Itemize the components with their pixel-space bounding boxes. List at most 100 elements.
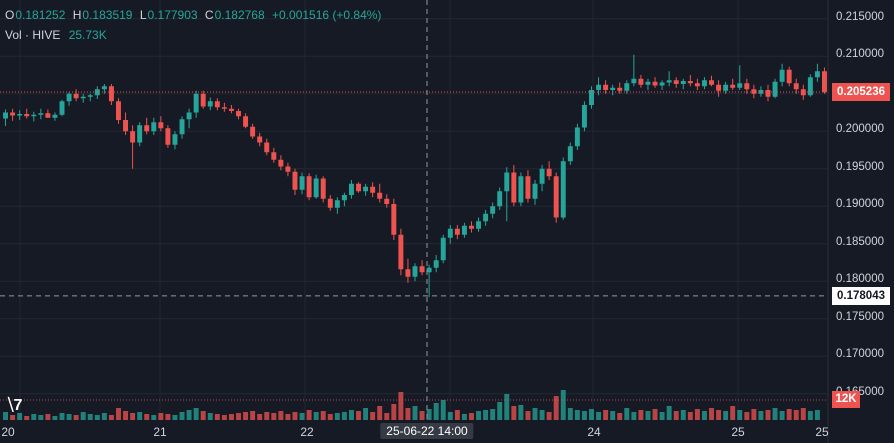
candle-body: [539, 168, 545, 184]
volume-bar: [504, 394, 510, 420]
volume-bar: [596, 412, 602, 420]
volume-bar: [123, 411, 129, 420]
volume-bar: [433, 403, 439, 420]
candle-body: [511, 172, 517, 203]
volume-bar: [469, 413, 474, 420]
volume-bar: [447, 412, 453, 420]
volume-bar: [716, 410, 722, 420]
volume-bar: [758, 411, 764, 420]
price-axis-label: 0.185000: [836, 235, 884, 248]
candle-body: [744, 83, 750, 90]
volume-bar: [765, 410, 771, 420]
price-axis-label: 0.215000: [836, 10, 884, 23]
candle-body: [228, 108, 234, 111]
candle-body: [130, 131, 136, 143]
ohlc-legend: O0.181252 H0.183519 L0.177903 C0.182768 …: [5, 6, 385, 44]
candle-body: [701, 80, 707, 87]
candle-body: [504, 172, 510, 192]
candle-body: [454, 228, 460, 235]
candle-body: [271, 152, 277, 160]
volume-bar: [250, 411, 256, 420]
candle-body: [673, 80, 679, 84]
candle-body: [730, 84, 736, 88]
volume-bar: [687, 412, 693, 420]
volume-bar: [461, 414, 467, 420]
volume-bar: [151, 415, 157, 420]
volume-bar: [186, 410, 192, 420]
volume-bar: [299, 413, 305, 420]
candle-body: [257, 136, 263, 143]
candle-body: [377, 192, 383, 199]
candle-body: [793, 83, 799, 90]
volume-bar: [751, 409, 757, 420]
candle-body: [659, 82, 665, 86]
volume-bar: [370, 412, 376, 420]
candle-body: [786, 69, 792, 84]
time-axis-label: 24: [587, 425, 601, 439]
volume-bar: [158, 413, 164, 420]
volume-bar: [80, 412, 86, 420]
volume-bar: [659, 412, 665, 420]
volume-bar: [292, 412, 298, 420]
time-axis-label: 25: [731, 425, 745, 439]
volume-bar: [426, 409, 432, 420]
volume-bar: [779, 411, 785, 420]
volume-bar: [772, 408, 778, 420]
price-axis-label: 0.195000: [836, 160, 884, 173]
candle-body: [652, 81, 658, 86]
volume-bar: [306, 410, 312, 420]
candle-body: [52, 114, 58, 118]
candle-body: [567, 146, 573, 162]
candle-body: [250, 126, 256, 137]
candle-body: [207, 101, 213, 107]
candle-body: [278, 159, 284, 167]
volume-bar: [334, 413, 340, 420]
volume-bar: [327, 414, 333, 420]
candle-body: [638, 78, 644, 85]
candle-body: [412, 266, 418, 277]
candle-body: [433, 260, 439, 268]
volume-bar: [66, 414, 72, 420]
volume-bar: [200, 411, 206, 420]
candle-body: [440, 237, 446, 261]
candle-body: [610, 87, 616, 90]
price-axis-label: 0.170000: [836, 348, 884, 361]
volume-bar: [652, 409, 658, 420]
volume-bar: [603, 410, 609, 420]
volume-bar: [341, 412, 347, 420]
candle-body: [363, 186, 369, 192]
candle-body: [123, 120, 129, 132]
candle-body: [137, 125, 143, 143]
volume-bar: [193, 408, 199, 420]
time-axis-label: 20: [1, 425, 15, 439]
volume-bar: [737, 410, 743, 420]
close-key: C: [204, 8, 214, 22]
candle-body: [264, 142, 270, 153]
volume-bar: [94, 415, 100, 420]
volume-bar: [137, 412, 143, 420]
volume-bar: [412, 406, 418, 420]
candle-body: [758, 90, 764, 94]
candle-body: [87, 95, 93, 97]
price-axis-label: 0.210000: [836, 48, 884, 61]
crosshair-price-tag: 0.178043: [832, 286, 890, 305]
volume-bar: [356, 411, 361, 420]
price-axis-label: 0.190000: [836, 198, 884, 211]
tradingview-logo-icon[interactable]: ⧹7: [8, 397, 23, 414]
volume-bar: [363, 408, 369, 420]
volume-bar: [271, 413, 277, 420]
candle-body: [327, 198, 333, 208]
volume-bar: [497, 402, 503, 420]
volume-bar: [24, 416, 30, 420]
candle-body: [497, 191, 503, 207]
candle-body: [38, 113, 44, 115]
volume-bar: [257, 414, 263, 420]
volume-bar: [638, 410, 644, 420]
candle-body: [384, 198, 390, 204]
candle-body: [17, 114, 23, 116]
candle-body: [814, 71, 820, 78]
volume-bar: [490, 409, 496, 420]
candle-body: [532, 183, 538, 199]
volume-bar: [800, 408, 806, 420]
